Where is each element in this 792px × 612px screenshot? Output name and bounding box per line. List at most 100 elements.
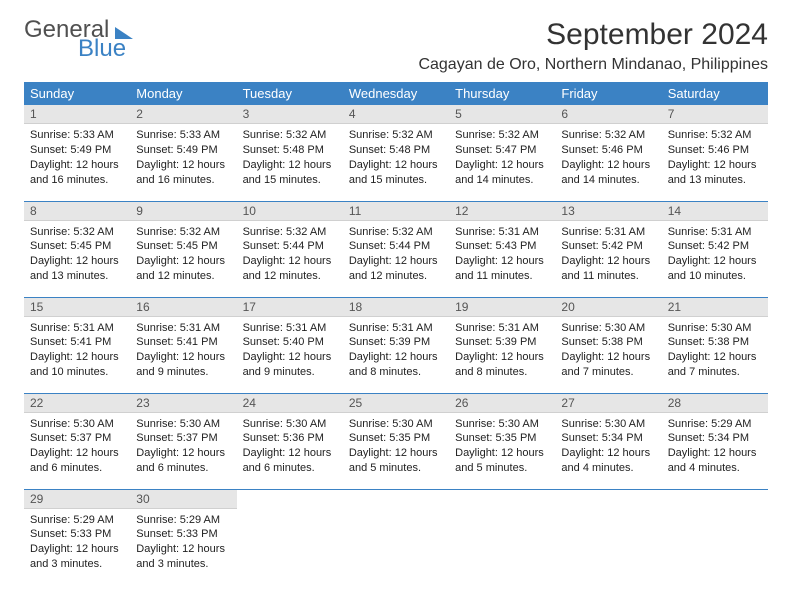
sunset-line: Sunset: 5:47 PM (455, 143, 549, 158)
sunset-line: Sunset: 5:34 PM (668, 431, 762, 446)
sunrise-line: Sunrise: 5:31 AM (136, 321, 230, 336)
col-friday: Friday (555, 82, 661, 105)
daylight-line: Daylight: 12 hours and 12 minutes. (243, 254, 337, 284)
day-number: 15 (24, 298, 130, 317)
day-number: 30 (130, 490, 236, 509)
sunrise-line: Sunrise: 5:29 AM (668, 417, 762, 432)
calendar-cell: 17Sunrise: 5:31 AMSunset: 5:40 PMDayligh… (237, 297, 343, 393)
header: General Blue September 2024 Cagayan de O… (24, 18, 768, 74)
calendar-row: 1Sunrise: 5:33 AMSunset: 5:49 PMDaylight… (24, 105, 768, 201)
calendar-cell: 28Sunrise: 5:29 AMSunset: 5:34 PMDayligh… (662, 393, 768, 489)
daylight-line: Daylight: 12 hours and 15 minutes. (243, 158, 337, 188)
sunrise-line: Sunrise: 5:29 AM (136, 513, 230, 528)
day-details: Sunrise: 5:31 AMSunset: 5:43 PMDaylight:… (449, 221, 555, 288)
calendar-cell: 5Sunrise: 5:32 AMSunset: 5:47 PMDaylight… (449, 105, 555, 201)
day-details: Sunrise: 5:30 AMSunset: 5:35 PMDaylight:… (449, 413, 555, 480)
day-details: Sunrise: 5:30 AMSunset: 5:37 PMDaylight:… (24, 413, 130, 480)
day-number: 25 (343, 394, 449, 413)
daylight-line: Daylight: 12 hours and 3 minutes. (30, 542, 124, 572)
col-sunday: Sunday (24, 82, 130, 105)
day-details: Sunrise: 5:33 AMSunset: 5:49 PMDaylight:… (130, 124, 236, 191)
daylight-line: Daylight: 12 hours and 8 minutes. (455, 350, 549, 380)
calendar-table: Sunday Monday Tuesday Wednesday Thursday… (24, 82, 768, 585)
day-details: Sunrise: 5:29 AMSunset: 5:33 PMDaylight:… (24, 509, 130, 576)
day-number: 28 (662, 394, 768, 413)
calendar-row: 29Sunrise: 5:29 AMSunset: 5:33 PMDayligh… (24, 489, 768, 585)
daylight-line: Daylight: 12 hours and 10 minutes. (30, 350, 124, 380)
day-number: 2 (130, 105, 236, 124)
sunset-line: Sunset: 5:35 PM (349, 431, 443, 446)
calendar-row: 22Sunrise: 5:30 AMSunset: 5:37 PMDayligh… (24, 393, 768, 489)
daylight-line: Daylight: 12 hours and 5 minutes. (349, 446, 443, 476)
calendar-cell: 6Sunrise: 5:32 AMSunset: 5:46 PMDaylight… (555, 105, 661, 201)
calendar-cell: 23Sunrise: 5:30 AMSunset: 5:37 PMDayligh… (130, 393, 236, 489)
calendar-cell: 18Sunrise: 5:31 AMSunset: 5:39 PMDayligh… (343, 297, 449, 393)
daylight-line: Daylight: 12 hours and 11 minutes. (561, 254, 655, 284)
sunrise-line: Sunrise: 5:32 AM (243, 128, 337, 143)
day-number: 26 (449, 394, 555, 413)
day-details: Sunrise: 5:32 AMSunset: 5:48 PMDaylight:… (237, 124, 343, 191)
day-details: Sunrise: 5:32 AMSunset: 5:46 PMDaylight:… (662, 124, 768, 191)
calendar-cell: 10Sunrise: 5:32 AMSunset: 5:44 PMDayligh… (237, 201, 343, 297)
sunrise-line: Sunrise: 5:31 AM (668, 225, 762, 240)
day-details: Sunrise: 5:30 AMSunset: 5:35 PMDaylight:… (343, 413, 449, 480)
sunset-line: Sunset: 5:45 PM (30, 239, 124, 254)
sunrise-line: Sunrise: 5:30 AM (668, 321, 762, 336)
calendar-cell: 19Sunrise: 5:31 AMSunset: 5:39 PMDayligh… (449, 297, 555, 393)
sunrise-line: Sunrise: 5:32 AM (243, 225, 337, 240)
sunset-line: Sunset: 5:38 PM (668, 335, 762, 350)
daylight-line: Daylight: 12 hours and 12 minutes. (349, 254, 443, 284)
location-text: Cagayan de Oro, Northern Mindanao, Phili… (418, 56, 768, 74)
daylight-line: Daylight: 12 hours and 6 minutes. (136, 446, 230, 476)
day-number: 16 (130, 298, 236, 317)
sunrise-line: Sunrise: 5:32 AM (349, 225, 443, 240)
calendar-cell: 9Sunrise: 5:32 AMSunset: 5:45 PMDaylight… (130, 201, 236, 297)
sunrise-line: Sunrise: 5:32 AM (136, 225, 230, 240)
day-number: 12 (449, 202, 555, 221)
day-number: 20 (555, 298, 661, 317)
sunrise-line: Sunrise: 5:31 AM (349, 321, 443, 336)
calendar-cell: 29Sunrise: 5:29 AMSunset: 5:33 PMDayligh… (24, 489, 130, 585)
sunrise-line: Sunrise: 5:33 AM (136, 128, 230, 143)
day-details: Sunrise: 5:32 AMSunset: 5:48 PMDaylight:… (343, 124, 449, 191)
sunset-line: Sunset: 5:33 PM (30, 527, 124, 542)
day-number: 24 (237, 394, 343, 413)
sunrise-line: Sunrise: 5:32 AM (349, 128, 443, 143)
daylight-line: Daylight: 12 hours and 14 minutes. (561, 158, 655, 188)
day-details: Sunrise: 5:30 AMSunset: 5:36 PMDaylight:… (237, 413, 343, 480)
sunset-line: Sunset: 5:37 PM (136, 431, 230, 446)
day-number: 29 (24, 490, 130, 509)
sunset-line: Sunset: 5:48 PM (243, 143, 337, 158)
day-details: Sunrise: 5:32 AMSunset: 5:47 PMDaylight:… (449, 124, 555, 191)
sunset-line: Sunset: 5:33 PM (136, 527, 230, 542)
day-details: Sunrise: 5:33 AMSunset: 5:49 PMDaylight:… (24, 124, 130, 191)
day-details: Sunrise: 5:31 AMSunset: 5:39 PMDaylight:… (343, 317, 449, 384)
calendar-cell (555, 489, 661, 585)
calendar-cell (237, 489, 343, 585)
calendar-cell: 4Sunrise: 5:32 AMSunset: 5:48 PMDaylight… (343, 105, 449, 201)
col-wednesday: Wednesday (343, 82, 449, 105)
daylight-line: Daylight: 12 hours and 12 minutes. (136, 254, 230, 284)
sunrise-line: Sunrise: 5:31 AM (455, 321, 549, 336)
title-block: September 2024 Cagayan de Oro, Northern … (418, 18, 768, 74)
calendar-cell: 11Sunrise: 5:32 AMSunset: 5:44 PMDayligh… (343, 201, 449, 297)
sunset-line: Sunset: 5:36 PM (243, 431, 337, 446)
calendar-cell: 16Sunrise: 5:31 AMSunset: 5:41 PMDayligh… (130, 297, 236, 393)
calendar-cell: 12Sunrise: 5:31 AMSunset: 5:43 PMDayligh… (449, 201, 555, 297)
day-details: Sunrise: 5:32 AMSunset: 5:46 PMDaylight:… (555, 124, 661, 191)
day-number: 3 (237, 105, 343, 124)
daylight-line: Daylight: 12 hours and 4 minutes. (668, 446, 762, 476)
day-number: 13 (555, 202, 661, 221)
calendar-cell: 26Sunrise: 5:30 AMSunset: 5:35 PMDayligh… (449, 393, 555, 489)
sunrise-line: Sunrise: 5:30 AM (561, 321, 655, 336)
day-number: 18 (343, 298, 449, 317)
sunset-line: Sunset: 5:42 PM (668, 239, 762, 254)
day-details: Sunrise: 5:32 AMSunset: 5:45 PMDaylight:… (130, 221, 236, 288)
calendar-cell (449, 489, 555, 585)
sunrise-line: Sunrise: 5:31 AM (561, 225, 655, 240)
day-details: Sunrise: 5:29 AMSunset: 5:34 PMDaylight:… (662, 413, 768, 480)
calendar-cell: 30Sunrise: 5:29 AMSunset: 5:33 PMDayligh… (130, 489, 236, 585)
weekday-header-row: Sunday Monday Tuesday Wednesday Thursday… (24, 82, 768, 105)
calendar-cell (343, 489, 449, 585)
sunset-line: Sunset: 5:40 PM (243, 335, 337, 350)
